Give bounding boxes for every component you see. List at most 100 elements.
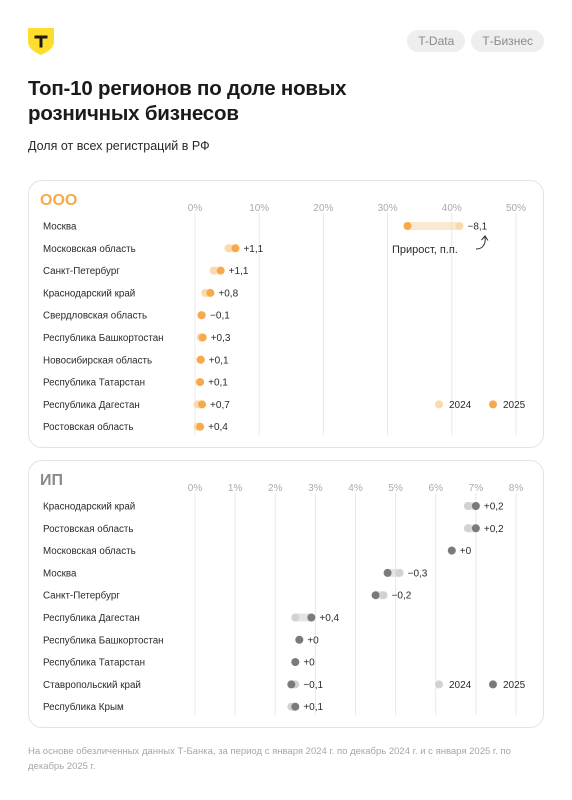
tdata-pill: T-Data: [407, 30, 466, 52]
delta-label: +0,1: [208, 378, 228, 389]
category-label: Республика Башкортостан: [43, 635, 164, 646]
category-label: Республика Татарстан: [43, 378, 145, 389]
dot-2025: [198, 400, 207, 409]
category-label: Московская область: [43, 244, 136, 255]
dot-2024: [209, 266, 218, 275]
delta-label: +1,1: [229, 266, 249, 277]
dot-2025: [371, 591, 380, 600]
ooo-chart: ООО 0% 10% 20% 30% 40% 50% Москва −8,1 Московская…: [40, 192, 526, 435]
page-subtitle: Доля от всех регистраций в РФ: [28, 139, 210, 153]
dot-2024: [463, 502, 472, 510]
delta-label: −0,2: [392, 591, 412, 602]
delta-label: +0,2: [484, 524, 504, 535]
dot-2025: [383, 568, 392, 577]
delta-label: +0,4: [208, 422, 228, 433]
dot-2024: [463, 524, 472, 533]
panel-title: ИП: [40, 472, 63, 489]
delta-label: +0,1: [209, 355, 229, 366]
category-label: Ростовская область: [43, 524, 134, 535]
dot-2024: [224, 244, 233, 253]
dot-2025: [198, 333, 207, 342]
dot-2025: [206, 288, 215, 297]
dot-2025: [196, 378, 205, 387]
legend-label-2025: 2025: [503, 400, 526, 411]
category-label: Ростовская область: [43, 422, 134, 433]
arrow-head-icon: [481, 235, 489, 241]
category-label: Санкт-Петербург: [43, 266, 120, 277]
delta-label: +0: [307, 635, 319, 646]
legend-dot-2025: [489, 400, 497, 409]
category-label: Республика Дагестан: [43, 400, 140, 411]
legend-label-2025: 2025: [503, 680, 526, 691]
x-tick-label: 30%: [378, 203, 398, 214]
category-label: Республика Татарстан: [43, 658, 145, 669]
page-title: Топ-10 регионов по доле новых розничных …: [28, 77, 347, 125]
x-tick-label: 6%: [429, 483, 444, 494]
x-tick-label: 1%: [228, 483, 243, 494]
dot-2025: [287, 680, 296, 689]
panel-title: ООО: [40, 192, 77, 209]
x-tick-label: 7%: [469, 483, 484, 494]
annotation-label: Прирост, п.п.: [392, 244, 458, 256]
dot-2025: [231, 244, 240, 253]
dot-2025: [471, 524, 480, 533]
category-label: Москва: [43, 222, 77, 233]
x-tick-label: 2%: [268, 483, 283, 494]
tbusiness-pill: Т-Бизнес: [471, 30, 544, 52]
delta-label: +0: [303, 658, 315, 669]
delta-label: +0,7: [210, 400, 230, 411]
dot-2025: [291, 658, 300, 667]
category-label: Москва: [43, 568, 77, 579]
ip-chart: ИП 0% 1% 2% 3% 4% 5% 6% 7% 8% Краснодарский край +0…: [40, 472, 526, 715]
delta-label: +0,4: [319, 613, 339, 624]
dot-2025: [197, 311, 206, 320]
category-label: Краснодарский край: [43, 502, 135, 513]
footnote: На основе обезличенных данных Т-Банка, з…: [28, 746, 511, 772]
category-label: Ставропольский край: [43, 680, 141, 691]
delta-label: +0,3: [211, 333, 231, 344]
x-tick-label: 10%: [249, 203, 269, 214]
x-tick-label: 0%: [188, 203, 203, 214]
delta-label: +0,1: [303, 702, 323, 713]
delta-label: +0,8: [218, 288, 238, 299]
dot-2024: [379, 591, 388, 600]
dot-2025: [216, 266, 225, 275]
legend-dot-2024: [435, 680, 443, 689]
dot-2024: [395, 568, 404, 577]
legend-label-2024: 2024: [449, 680, 472, 691]
dot-2025: [291, 702, 300, 711]
category-label: Республика Дагестан: [43, 613, 140, 624]
category-label: Санкт-Петербург: [43, 591, 120, 602]
x-tick-label: 0%: [188, 483, 203, 494]
x-tick-label: 50%: [506, 203, 526, 214]
curved-arrow-icon: [475, 236, 486, 250]
legend-label-2024: 2024: [449, 400, 472, 411]
delta-label: −0,1: [210, 311, 230, 322]
x-tick-label: 8%: [509, 483, 524, 494]
category-label: Республика Крым: [43, 702, 124, 713]
delta-label: +1,1: [243, 244, 263, 255]
tbank-shield-icon: [28, 28, 54, 55]
delta-label: −0,1: [303, 680, 323, 691]
x-tick-label: 4%: [348, 483, 363, 494]
x-tick-label: 3%: [308, 483, 323, 494]
delta-label: +0: [460, 546, 472, 557]
dot-2024: [455, 222, 464, 230]
category-label: Московская область: [43, 546, 136, 557]
dot-2025: [196, 422, 205, 431]
dot-2025: [295, 635, 304, 644]
dot-2025: [403, 222, 412, 230]
header-pills: T-Data Т-Бизнес: [407, 30, 544, 52]
legend-dot-2025: [489, 680, 497, 689]
category-label: Свердловская область: [43, 311, 147, 322]
category-label: Республика Башкортостан: [43, 333, 164, 344]
ip-chart-panel: ИП 0% 1% 2% 3% 4% 5% 6% 7% 8% Краснодарский край +0…: [28, 460, 544, 728]
delta-label: −8,1: [468, 222, 488, 233]
legend-dot-2024: [435, 400, 443, 409]
x-tick-label: 40%: [442, 203, 462, 214]
x-tick-label: 5%: [388, 483, 403, 494]
delta-label: −0,3: [408, 568, 428, 579]
x-tick-label: 20%: [313, 203, 333, 214]
category-label: Новосибирская область: [43, 355, 152, 366]
dot-2024: [291, 613, 300, 622]
